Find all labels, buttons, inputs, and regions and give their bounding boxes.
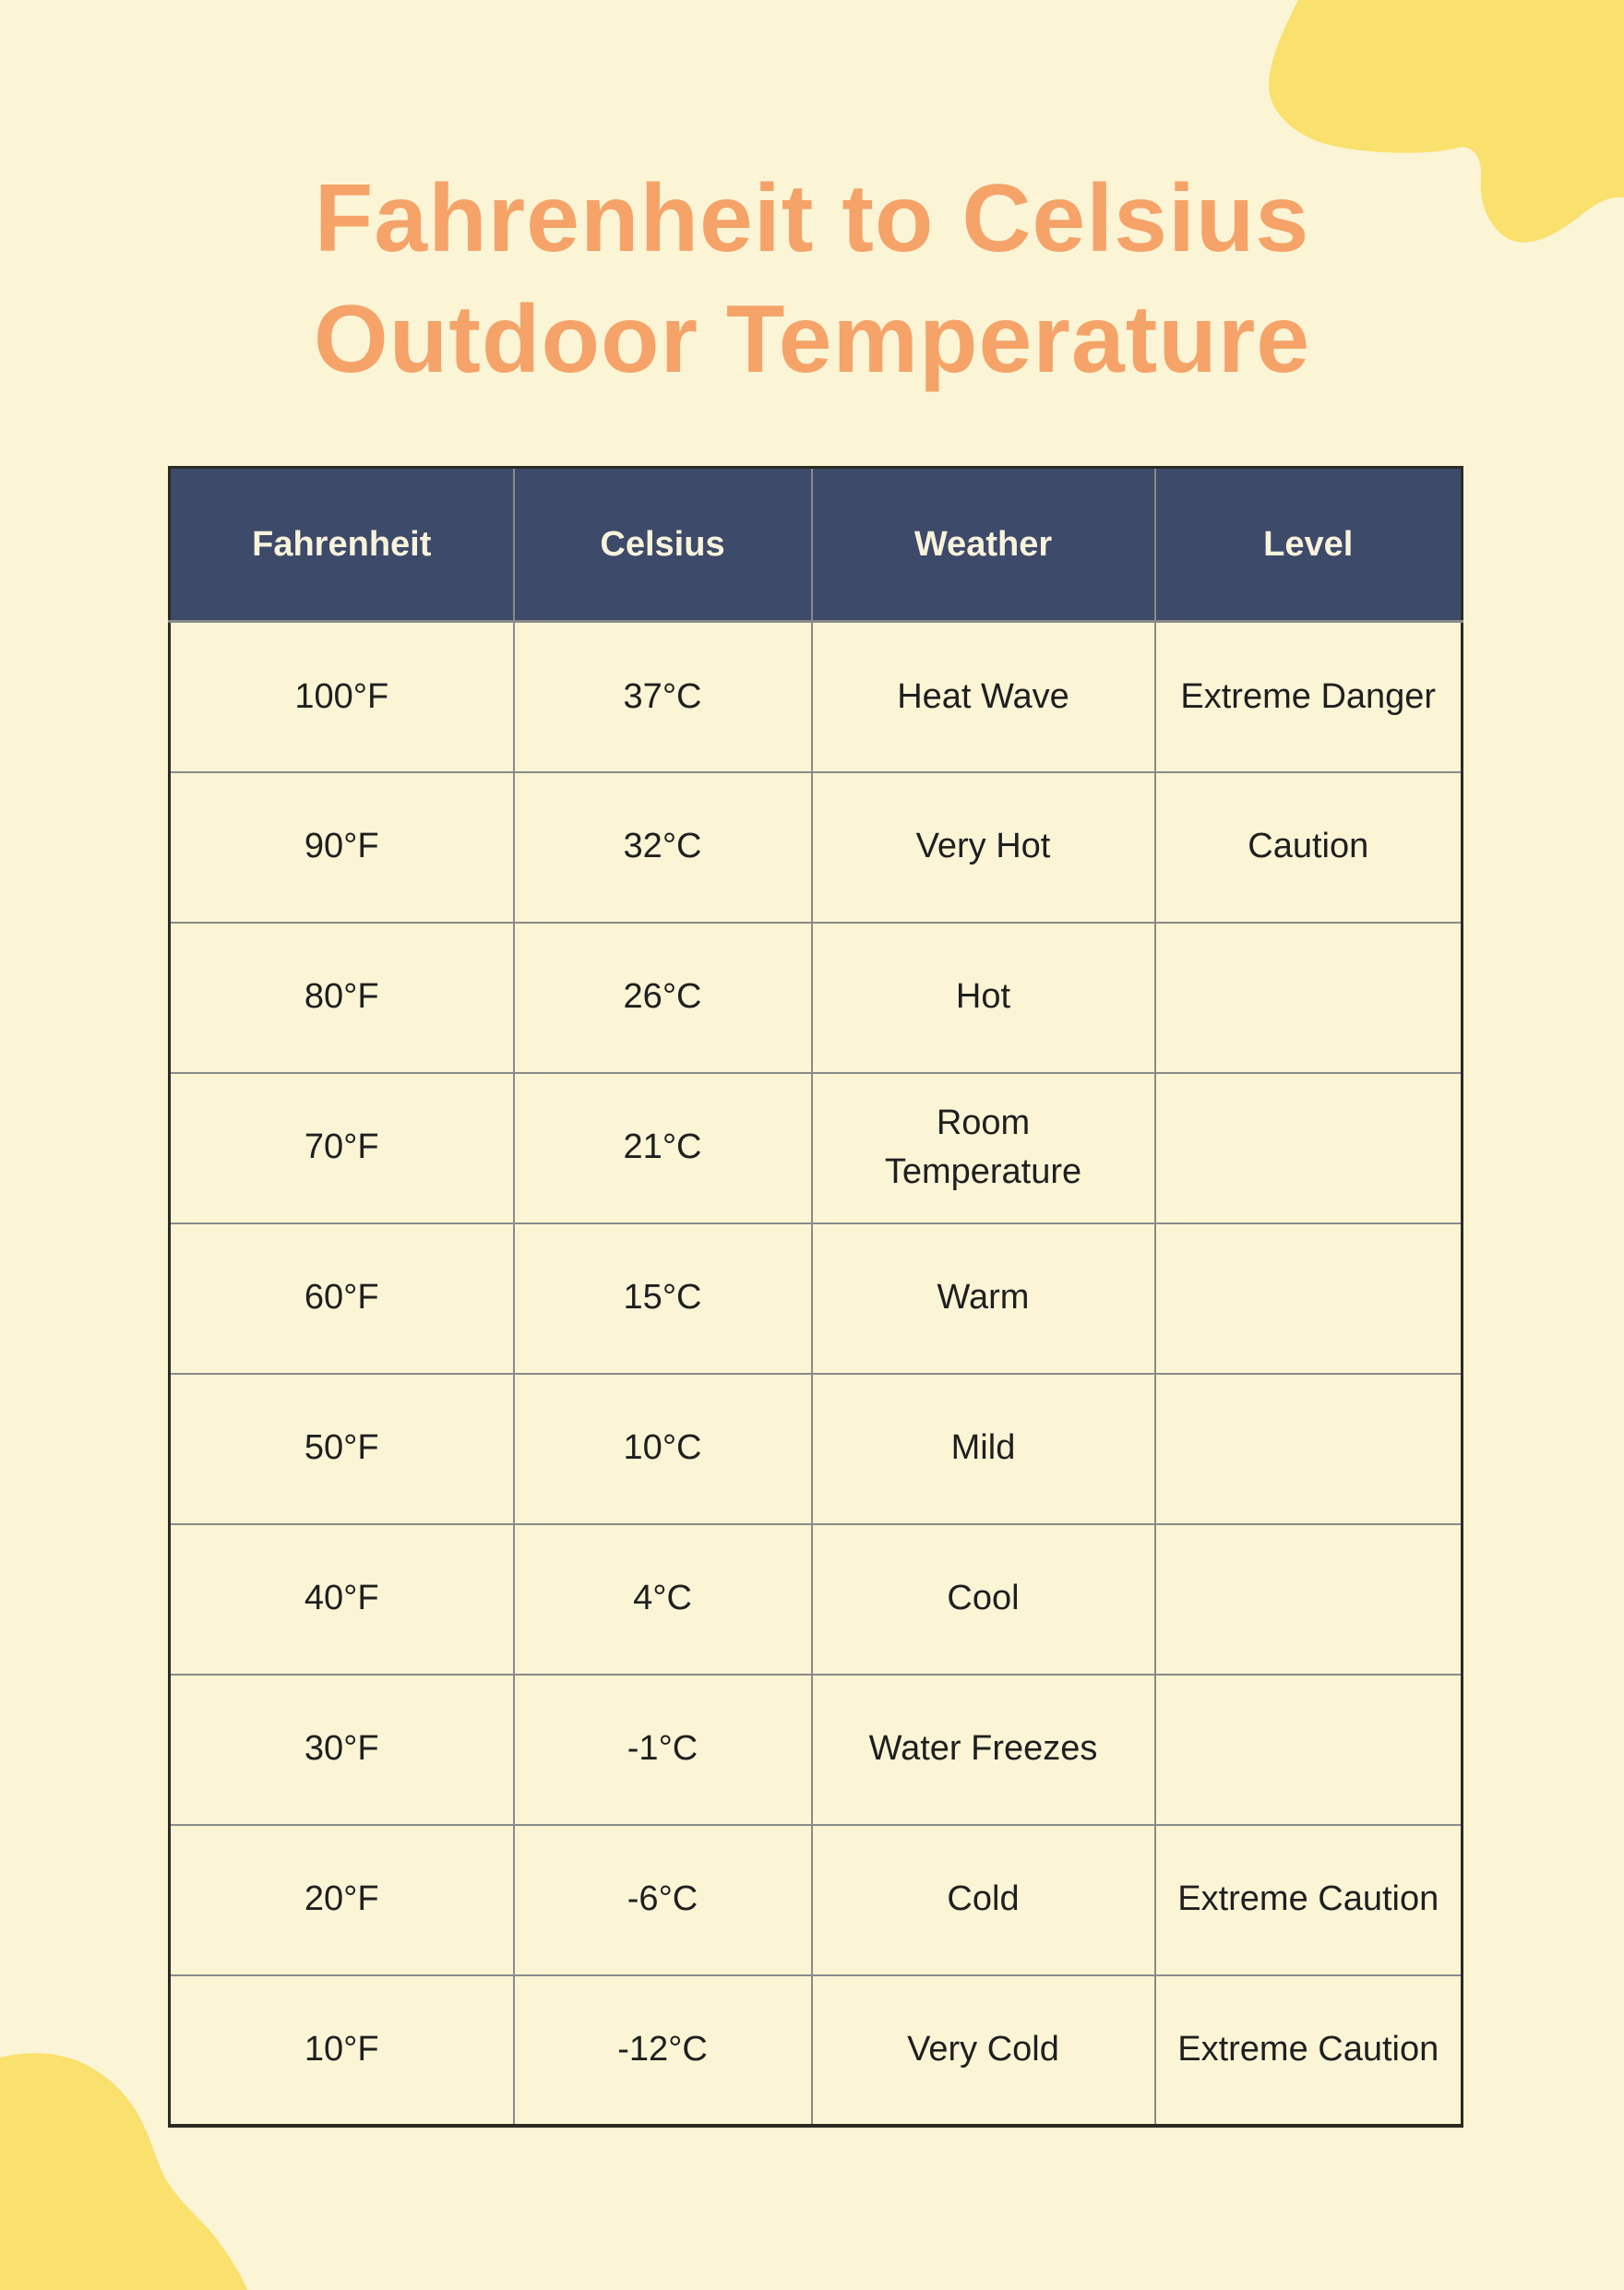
cell-text: Extreme Caution xyxy=(1177,2029,1439,2069)
cell-text: Extreme Danger xyxy=(1180,676,1437,716)
table-cell: Mild xyxy=(810,1372,1156,1525)
table-cell: Cold xyxy=(810,1823,1156,1976)
page-title: Fahrenheit to Celsius Outdoor Temperatur… xyxy=(313,165,1311,394)
table-header: Fahrenheit Celsius Weather Level xyxy=(168,466,1463,623)
table-cell: 26°C xyxy=(512,921,813,1074)
table-row: 30°F -1°C Water Freezes xyxy=(168,1673,1463,1826)
table-cell: Heat Wave xyxy=(810,620,1156,773)
table-cell: -6°C xyxy=(512,1823,813,1976)
table-cell: -12°C xyxy=(512,1974,813,2127)
cell-text: Very Hot xyxy=(915,827,1051,866)
table-row: 40°F 4°C Cool xyxy=(168,1522,1463,1676)
cell-text: -6°C xyxy=(627,1879,699,1919)
cell-text: 10°F xyxy=(304,2029,379,2069)
table-cell: Water Freezes xyxy=(810,1673,1156,1826)
table-cell: 15°C xyxy=(512,1222,813,1375)
cell-text: 21°C xyxy=(623,1127,702,1167)
cell-text: 15°C xyxy=(623,1278,702,1318)
table-cell: 37°C xyxy=(512,620,813,773)
cell-text: 20°F xyxy=(304,1879,379,1919)
cell-text: 4°C xyxy=(633,1579,692,1618)
cell-text: 100°F xyxy=(294,676,389,716)
cell-text: 60°F xyxy=(304,1278,379,1318)
table-cell: -1°C xyxy=(512,1673,813,1826)
cell-text: Mild xyxy=(950,1428,1016,1468)
table-row: 50°F 10°C Mild xyxy=(168,1372,1463,1525)
table-cell: 50°F xyxy=(168,1372,515,1525)
table-cell: Very Cold xyxy=(810,1974,1156,2127)
table-cell: Extreme Caution xyxy=(1153,1974,1463,2127)
table-cell: 100°F xyxy=(168,620,515,773)
cell-text: 37°C xyxy=(623,676,702,716)
table-cell: Caution xyxy=(1153,770,1463,924)
table-row: 90°F 32°C Very Hot Caution xyxy=(168,770,1463,924)
header-row: Fahrenheit Celsius Weather Level xyxy=(168,466,1463,623)
cell-text: 70°F xyxy=(304,1127,379,1167)
table-cell: 70°F xyxy=(168,1071,515,1224)
table-cell xyxy=(1153,921,1463,1074)
cell-text: Hot xyxy=(955,977,1011,1017)
cell-text: 80°F xyxy=(304,977,379,1017)
table-row: 60°F 15°C Warm xyxy=(168,1222,1463,1375)
column-header-fahrenheit: Fahrenheit xyxy=(168,466,515,623)
table-cell: 80°F xyxy=(168,921,515,1074)
cell-text: 40°F xyxy=(304,1579,379,1618)
cell-text: Cool xyxy=(947,1579,1020,1618)
table-cell xyxy=(1153,1673,1463,1826)
table-cell: 32°C xyxy=(512,770,813,924)
table-cell: Cool xyxy=(810,1522,1156,1676)
cell-text: Room Temperature xyxy=(884,1103,1082,1191)
cell-text: 30°F xyxy=(304,1729,379,1769)
cell-text: 90°F xyxy=(304,827,379,866)
table-cell: 10°C xyxy=(512,1372,813,1525)
column-header-weather: Weather xyxy=(810,466,1156,623)
table-cell xyxy=(1153,1372,1463,1525)
cell-text: -12°C xyxy=(617,2029,708,2069)
table-cell: Very Hot xyxy=(810,770,1156,924)
cell-text: 26°C xyxy=(623,977,702,1017)
table-cell: 30°F xyxy=(168,1673,515,1826)
table-cell xyxy=(1153,1222,1463,1375)
cell-text: 50°F xyxy=(304,1428,379,1468)
column-header-level: Level xyxy=(1153,466,1463,623)
cell-text: Water Freezes xyxy=(868,1729,1098,1769)
cell-text: Very Cold xyxy=(907,2029,1059,2069)
table-cell: Extreme Danger xyxy=(1153,620,1463,773)
cell-text: Caution xyxy=(1248,827,1369,866)
table-row: 20°F -6°C Cold Extreme Caution xyxy=(168,1823,1463,1976)
table-cell: Extreme Caution xyxy=(1153,1823,1463,1976)
temperature-conversion-table: Fahrenheit Celsius Weather Level 100°F 37… xyxy=(168,466,1463,2128)
table-cell: Hot xyxy=(810,921,1156,1074)
table-cell: 21°C xyxy=(512,1071,813,1224)
cell-text: Extreme Caution xyxy=(1177,1879,1439,1919)
table-row: 80°F 26°C Hot xyxy=(168,921,1463,1074)
table-cell: Room Temperature xyxy=(810,1071,1156,1224)
cell-text: Cold xyxy=(947,1879,1020,1919)
table-cell: Warm xyxy=(810,1222,1156,1375)
table-cell xyxy=(1153,1071,1463,1224)
table-row: 100°F 37°C Heat Wave Extreme Danger xyxy=(168,620,1463,773)
table-cell xyxy=(1153,1522,1463,1676)
cell-text: 32°C xyxy=(623,827,702,866)
cell-text: Heat Wave xyxy=(897,676,1069,716)
cell-text: Warm xyxy=(937,1278,1030,1318)
column-header-celsius: Celsius xyxy=(512,466,813,623)
table-cell: 40°F xyxy=(168,1522,515,1676)
table-cell: 90°F xyxy=(168,770,515,924)
table-cell: 60°F xyxy=(168,1222,515,1375)
table-cell: 10°F xyxy=(168,1974,515,2127)
cell-text: -1°C xyxy=(627,1729,699,1769)
table-cell: 4°C xyxy=(512,1522,813,1676)
cell-text: 10°C xyxy=(623,1428,702,1468)
table-row: 10°F -12°C Very Cold Extreme Caution xyxy=(168,1974,1463,2127)
table-row: 70°F 21°C Room Temperature xyxy=(168,1071,1463,1224)
table-body: 100°F 37°C Heat Wave Extreme Danger 90°F 32°C… xyxy=(168,620,1463,2127)
table-cell: 20°F xyxy=(168,1823,515,1976)
